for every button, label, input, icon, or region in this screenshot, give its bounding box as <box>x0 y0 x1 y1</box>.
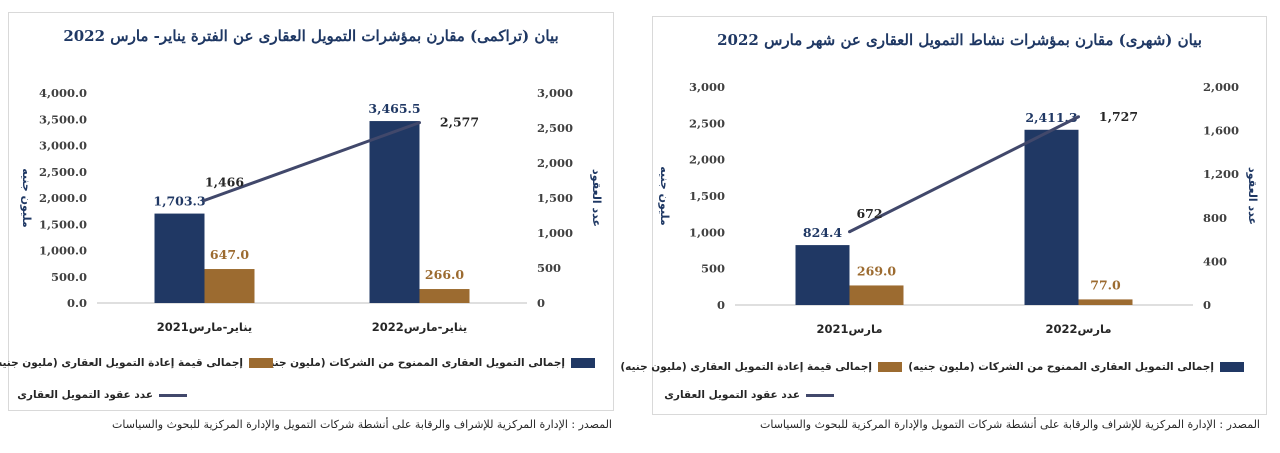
bar-series2 <box>204 269 255 303</box>
data-label-series1: 1,703.3 <box>153 194 205 209</box>
data-label-series3: 1,466 <box>205 174 244 189</box>
legend-item-series2: إجمالى قيمة إعادة التمويل العقارى (مليون… <box>0 357 273 369</box>
x-category-label: مارس2021 <box>817 322 883 336</box>
chart-title: بيان (تراكمى) مقارن بمؤشرات التمويل العق… <box>63 27 559 45</box>
legend-item-series1: إجمالى التمويل العقارى الممنوح من الشركا… <box>259 357 595 369</box>
y2-tick-label: 400 <box>1203 254 1227 268</box>
data-label-series2: 269.0 <box>857 263 896 278</box>
y2-tick-label: 500 <box>537 261 561 275</box>
line-point <box>848 230 851 234</box>
line-series3 <box>203 121 421 202</box>
y-tick-label: 2,000.0 <box>39 191 87 205</box>
y2-tick-label: 1,600 <box>1203 124 1239 138</box>
legend-label: إجمالى قيمة إعادة التمويل العقارى (مليون… <box>620 361 872 373</box>
bar-series2 <box>849 285 904 305</box>
y2-tick-label: 2,500 <box>537 121 573 135</box>
data-label-series2: 77.0 <box>1090 277 1121 292</box>
y-tick-label: 2,500 <box>689 116 725 130</box>
source-note-right: المصدر : الإدارة المركزية للإشراف والرقا… <box>759 418 1260 431</box>
bar-series1 <box>154 213 205 303</box>
y2-tick-label: 800 <box>1203 211 1227 225</box>
chart-svg-cumulative: 0.0 500.0 1,000.0 1,500.0 2,000.0 2,500.0 3,00… <box>20 86 603 334</box>
data-label-series3: 2,577 <box>440 115 479 130</box>
y-tick-label: 3,000 <box>689 80 725 94</box>
legend-swatch-navy <box>1220 362 1244 372</box>
bar-series1 <box>369 121 420 303</box>
y-axis-title: مليون جنيه <box>658 166 671 226</box>
y2-tick-label: 2,000 <box>1203 80 1239 94</box>
x-category-label: يناير-مارس2022 <box>372 320 468 334</box>
y2-tick-label: 3,000 <box>537 86 573 100</box>
y2-tick-label: 1,000 <box>537 226 573 240</box>
y-tick-label: 4,000.0 <box>39 86 87 100</box>
chart-panel-cumulative: بيان (تراكمى) مقارن بمؤشرات التمويل العق… <box>0 12 614 411</box>
y-tick-label: 500 <box>701 262 725 276</box>
bar-series2 <box>1078 299 1133 305</box>
legend-item-series3: عدد عقود التمويل العقارى <box>664 389 834 401</box>
y-tick-label: 1,000.0 <box>39 244 87 258</box>
chart-panel-monthly: بيان (شهرى) مقارن بمؤشرات نشاط التمويل ا… <box>620 16 1267 415</box>
y2-tick-label: 0 <box>537 296 545 310</box>
y-tick-label: 3,000.0 <box>39 139 87 153</box>
line-series3 <box>848 115 1080 234</box>
legend-swatch-brown <box>249 358 273 368</box>
data-label-series1: 3,465.5 <box>368 101 420 116</box>
x-category-label: يناير-مارس2021 <box>157 320 253 334</box>
y-axis-title: مليون جنيه <box>20 168 33 228</box>
y-tick-label: 500.0 <box>51 270 87 284</box>
y2-tick-label: 0 <box>1203 298 1211 312</box>
data-label-series1: 824.4 <box>803 225 842 240</box>
line-point <box>1077 115 1080 119</box>
y-tick-label: 1,500.0 <box>39 217 87 231</box>
data-label-series2: 647.0 <box>210 247 249 262</box>
x-category-label: مارس2022 <box>1046 322 1112 336</box>
legend-item-series3: عدد عقود التمويل العقارى <box>17 389 187 401</box>
y2-axis-title: عدد العقود <box>1246 167 1259 225</box>
bar-series2 <box>419 289 470 303</box>
y-tick-label: 3,500.0 <box>39 112 87 126</box>
data-label-series3: 672 <box>856 206 882 221</box>
y-tick-label: 2,000 <box>689 153 725 167</box>
line-point <box>203 198 206 202</box>
legend-label: إجمالى التمويل العقارى الممنوح من الشركا… <box>259 357 565 369</box>
chart-title: بيان (شهرى) مقارن بمؤشرات نشاط التمويل ا… <box>717 31 1202 49</box>
y-tick-label: 1,000 <box>689 225 725 239</box>
y-tick-label: 0 <box>717 298 725 312</box>
legend-label: إجمالى التمويل العقارى الممنوح من الشركا… <box>908 361 1214 373</box>
source-note-left: المصدر : الإدارة المركزية للإشراف والرقا… <box>111 418 612 431</box>
legend-label: إجمالى قيمة إعادة التمويل العقارى (مليون… <box>0 357 243 369</box>
legend-swatch-brown <box>878 362 902 372</box>
bar-series1 <box>795 245 850 305</box>
bar-series1 <box>1024 129 1079 305</box>
y-tick-label: 0.0 <box>67 296 87 310</box>
legend-item-series1: إجمالى التمويل العقارى الممنوح من الشركا… <box>908 361 1244 373</box>
y2-tick-label: 2,000 <box>537 156 573 170</box>
legend-item-series2: إجمالى قيمة إعادة التمويل العقارى (مليون… <box>620 361 902 373</box>
y2-tick-label: 1,500 <box>537 191 573 205</box>
data-label-series1: 2,411.3 <box>1025 110 1077 125</box>
y-tick-label: 1,500 <box>689 189 725 203</box>
legend-line-swatch <box>159 393 187 397</box>
data-label-series3: 1,727 <box>1099 109 1138 124</box>
chart-svg-monthly: 0 500 1,000 1,500 2,000 2,500 3,000 0 400 800 1,20… <box>658 80 1259 336</box>
legend-label: عدد عقود التمويل العقارى <box>17 389 153 401</box>
legend-swatch-navy <box>571 358 595 368</box>
y-tick-label: 2,500.0 <box>39 165 87 179</box>
y2-axis-title: عدد العقود <box>590 169 603 227</box>
data-label-series2: 266.0 <box>425 267 464 282</box>
legend-line-swatch <box>806 393 834 397</box>
line-point <box>418 121 421 125</box>
y2-tick-label: 1,200 <box>1203 167 1239 181</box>
legend-label: عدد عقود التمويل العقارى <box>664 389 800 401</box>
